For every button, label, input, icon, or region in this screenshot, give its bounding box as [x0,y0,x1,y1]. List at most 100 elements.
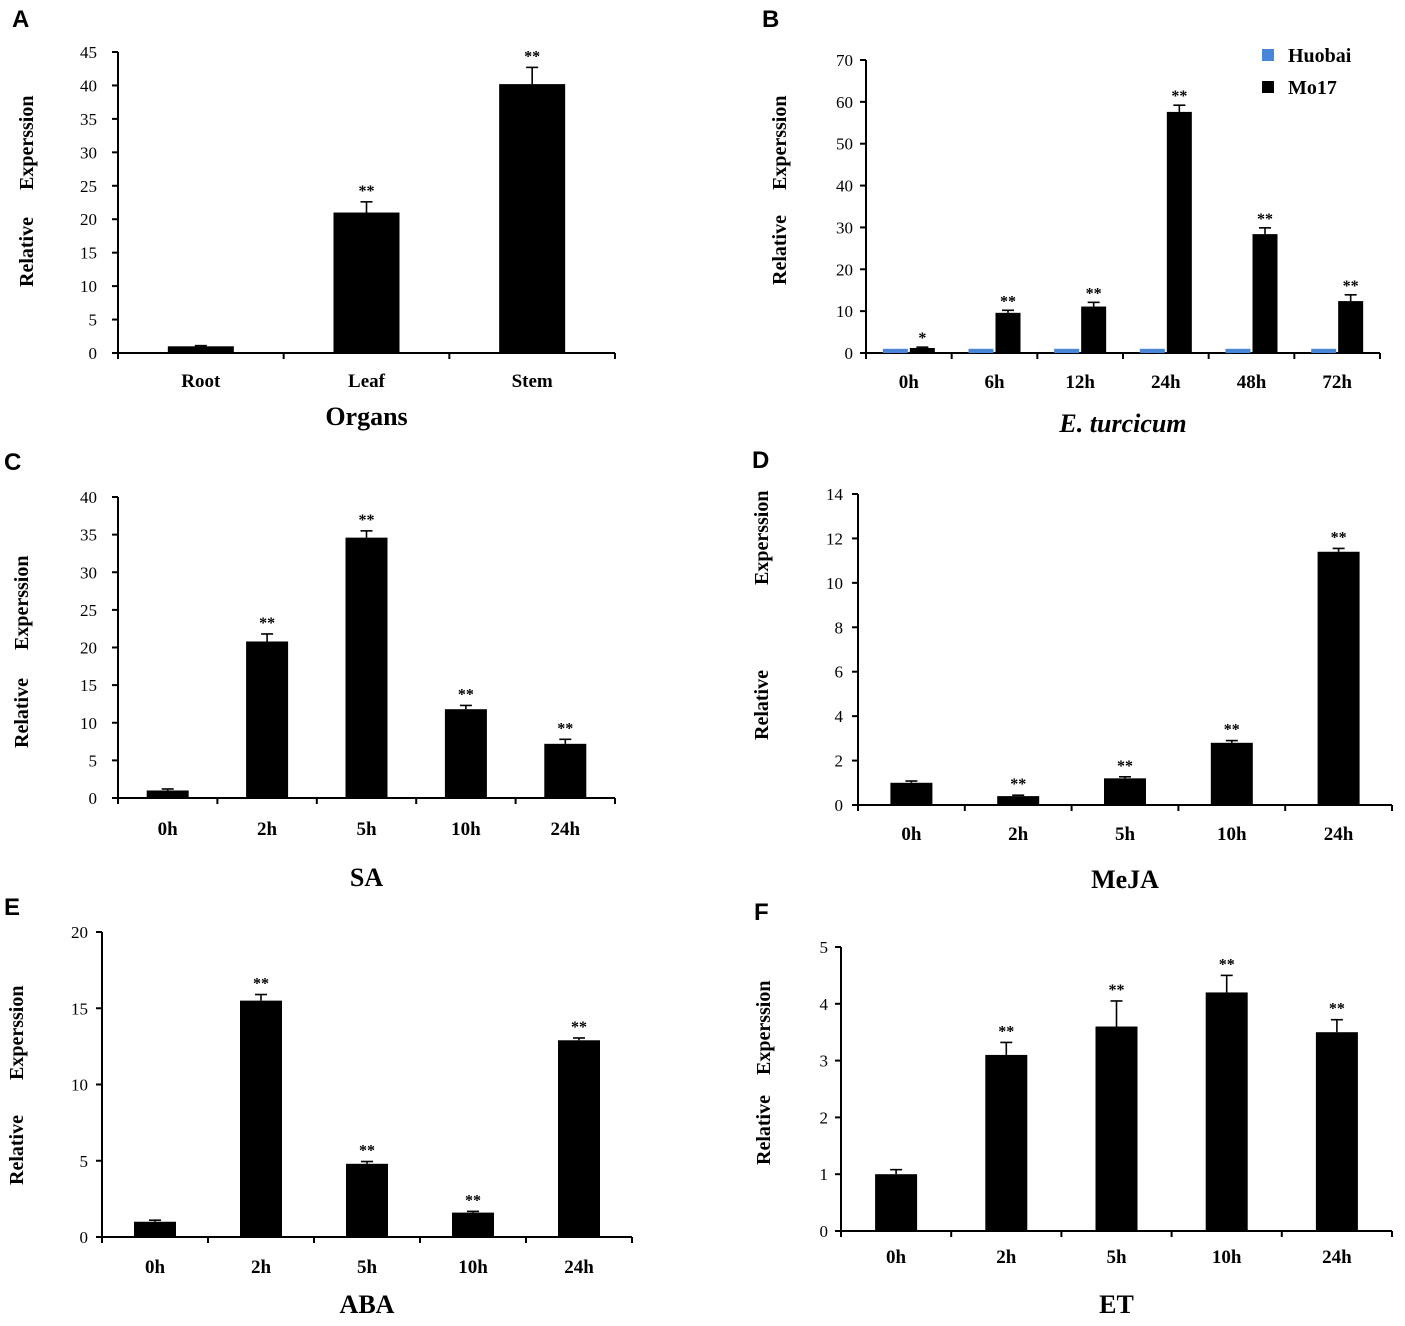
bar [985,1054,1028,1231]
x-category-label: 0h [901,824,922,845]
x-axis-title: SA [350,863,383,892]
y-tick-label: 70 [836,51,853,70]
bar-huobai [968,348,994,353]
bar [333,212,400,353]
bar [346,1163,388,1237]
y-tick-label: 2 [835,752,844,771]
bar [499,84,566,354]
panel-f: F 0 1 2 3 4 5 0h 2h 5h 10h 24h ** ** ** ** ET Relative Exp… [753,899,1393,1319]
y-tick-label: 10 [71,1076,88,1095]
x-category-label: 12h [1065,372,1095,393]
x-category-label: 24h [564,1257,594,1278]
significance-mark: ** [557,720,573,737]
y-tick-label: 15 [80,244,97,263]
x-category-label: 24h [1151,372,1181,393]
x-category-label: 0h [158,819,179,840]
panel-e: E 0 5 10 15 20 0h 2h 5h 10h 24h ** ** ** ** ABA Relative… [4,894,633,1319]
panel-d: D 0 2 4 6 8 10 12 14 0h 2h 5h 10h 24h ** ** ** ** MeJA Rela… [751,447,1393,894]
x-axis-title: Organs [325,402,407,431]
y-tick-label: 0 [89,344,98,363]
bar [1104,778,1146,805]
significance-mark: ** [571,1019,587,1036]
y-tick-label: 0 [820,1222,829,1241]
bar [1210,742,1253,805]
y-tick-label: 60 [836,93,853,112]
significance-mark: ** [1219,956,1235,973]
bar-huobai [1139,348,1165,353]
y-tick-label: 40 [836,177,853,196]
bar [146,790,189,798]
x-category-label: 0h [145,1257,166,1278]
x-category-label: 5h [357,1257,378,1278]
y-tick-label: 5 [89,311,98,330]
y-tick-label: 1 [820,1165,829,1184]
x-category-label: 24h [1324,824,1354,845]
significance-mark: ** [1010,776,1026,793]
bar-huobai [1311,348,1337,353]
bar [997,796,1040,805]
y-axis-title-expression: Experssion [751,491,773,585]
x-axis-title: MeJA [1091,865,1159,894]
bar-mo17 [1081,306,1107,353]
y-tick-label: 14 [826,485,844,504]
x-category-label: 2h [1008,824,1029,845]
significance-mark: ** [465,1192,481,1209]
significance-mark: ** [458,686,474,703]
y-axis-title-expression: Experssion [11,556,33,650]
x-category-label: 2h [251,1257,272,1278]
significance-mark: ** [524,48,540,65]
y-tick-label: 6 [835,663,844,682]
x-category-label: 2h [257,819,278,840]
x-category-label: 0h [899,372,920,393]
significance-mark: ** [1224,722,1240,739]
y-tick-label: 10 [80,714,97,733]
bar [544,743,587,798]
y-tick-label: 20 [80,639,97,658]
x-category-label: 10h [458,1257,488,1278]
y-axis-title-relative: Relative [11,678,33,748]
bar [1317,551,1360,805]
y-axis-title-relative: Relative [753,1095,775,1165]
y-tick-label: 10 [80,277,97,296]
y-axis-title-expression: Experssion [753,981,775,1075]
legend-label: Huobai [1288,45,1352,67]
significance-mark: ** [998,1023,1014,1040]
panel-c: C 0 5 10 15 20 25 30 35 40 0h 2h 5h 10h 24h ** ** ** ** SA R… [4,449,616,892]
bar [134,1221,176,1237]
y-tick-label: 2 [820,1108,829,1127]
bar [246,641,289,798]
y-tick-label: 15 [71,999,88,1018]
y-tick-label: 0 [845,344,854,363]
x-category-label: 6h [984,372,1005,393]
bar [1095,1026,1138,1231]
y-axis-title-relative: Relative [751,670,773,740]
y-axis-title-expression: Experssion [16,96,38,190]
y-tick-label: 40 [80,76,97,95]
legend-label: Mo17 [1288,77,1337,99]
panel-letter: B [762,6,779,33]
x-category-label: 10h [1212,1247,1242,1268]
bar [890,782,933,805]
x-category-label: 48h [1237,372,1267,393]
bar [345,537,388,798]
bar [444,709,487,798]
significance-mark: ** [1109,982,1125,999]
y-tick-label: 8 [835,618,844,637]
y-axis-title-expression: Experssion [6,986,28,1080]
y-tick-label: 12 [826,529,843,548]
significance-mark: ** [253,976,269,993]
y-tick-label: 30 [80,143,97,162]
x-axis-title: ABA [340,1290,395,1319]
bar [240,1000,282,1237]
y-tick-label: 50 [836,135,853,154]
significance-mark: ** [1171,88,1187,105]
bar-mo17 [1166,111,1192,353]
bar-mo17 [909,347,935,353]
x-axis-title: ET [1099,1290,1134,1319]
significance-mark: ** [1329,1001,1345,1018]
bar-huobai [1225,348,1251,353]
y-tick-label: 0 [835,796,844,815]
panel-letter: F [754,899,769,926]
y-tick-label: 0 [89,789,98,808]
